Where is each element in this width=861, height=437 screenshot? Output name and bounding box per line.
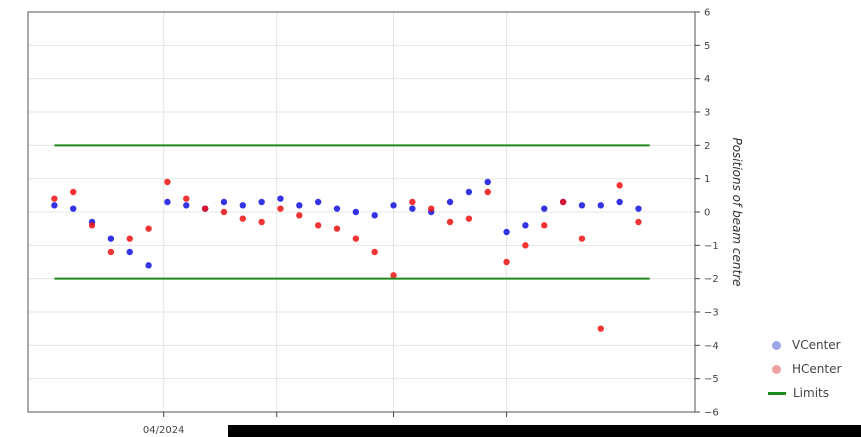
y-axis: −6 −5 −4 −3 −2 −1 0 1 2 3 4 5 6	[695, 8, 719, 419]
vcenter-point	[183, 202, 190, 209]
hcenter-point	[51, 195, 58, 202]
y-tick-label: 0	[704, 208, 710, 219]
grid-lines	[28, 11, 695, 413]
vcenter-point	[541, 205, 548, 212]
hcenter-point	[352, 235, 360, 242]
vcenter-point	[616, 198, 623, 206]
y-tick-label: 3	[704, 108, 710, 119]
hcenter-point	[559, 198, 567, 206]
hcenter-point	[503, 258, 510, 266]
hcenter-point	[314, 222, 322, 229]
y-tick-label: −2	[704, 274, 719, 285]
hcenter-point	[70, 188, 77, 196]
hcenter-point	[446, 218, 454, 226]
vcenter-point	[333, 205, 341, 212]
vcenter-point	[371, 212, 378, 219]
legend-label-limits: Limits	[793, 386, 829, 400]
vcenter-point	[390, 202, 397, 209]
hcenter-point	[541, 222, 548, 229]
hcenter-point	[164, 178, 171, 186]
vcenter-point	[578, 202, 586, 209]
y-tick-label: 2	[704, 141, 710, 152]
vcenter-point	[145, 262, 152, 269]
legend: VCenter HCenter Limits	[768, 333, 841, 405]
y-tick-label: 4	[704, 74, 710, 85]
vcenter-point	[296, 202, 303, 209]
vcenter-point	[220, 198, 228, 206]
hcenter-point	[107, 248, 115, 256]
vcenter-point	[277, 195, 284, 202]
hcenter-point	[220, 208, 228, 216]
y-tick-label: −1	[704, 241, 719, 252]
vcenter-marker-icon	[772, 340, 781, 350]
legend-item-limits[interactable]: Limits	[768, 381, 841, 405]
hcenter-point	[635, 218, 642, 226]
vcenter-point	[314, 198, 322, 206]
hcenter-point	[597, 325, 604, 332]
vcenter-point	[446, 198, 454, 206]
x-tick-label: 04/2024	[143, 425, 185, 436]
overlay-bar	[228, 425, 861, 437]
vcenter-point	[126, 248, 133, 256]
y-tick-label: 6	[704, 8, 710, 19]
hcenter-point	[183, 195, 190, 202]
y-tick-label: −6	[704, 408, 719, 419]
hcenter-point	[88, 222, 96, 229]
vcenter-point	[239, 202, 246, 209]
vcenter-point	[409, 205, 416, 212]
legend-label-vcenter: VCenter	[792, 338, 841, 352]
hcenter-point	[277, 205, 284, 212]
vcenter-point	[635, 205, 642, 212]
vcenter-point	[107, 235, 115, 242]
hcenter-point	[296, 212, 303, 219]
vcenter-point	[503, 228, 510, 236]
hcenter-point	[428, 205, 435, 212]
vcenter-point	[484, 178, 491, 186]
y-tick-label: −3	[704, 308, 719, 319]
y-tick-label: −4	[704, 341, 719, 352]
hcenter-point	[465, 215, 473, 222]
hcenter-point	[578, 235, 586, 242]
hcenter-point	[390, 272, 397, 279]
vcenter-point	[258, 198, 265, 206]
hcenter-point	[145, 225, 152, 232]
legend-item-hcenter[interactable]: HCenter	[768, 357, 841, 381]
y-tick-label: 5	[704, 41, 710, 52]
hcenter-point	[484, 188, 491, 196]
hcenter-marker-icon	[772, 364, 781, 374]
scatter-layer	[51, 178, 642, 332]
limits-line-icon	[768, 391, 786, 395]
hcenter-point	[333, 225, 341, 232]
legend-label-hcenter: HCenter	[792, 362, 842, 376]
vcenter-point	[352, 208, 360, 216]
hcenter-point	[239, 215, 246, 222]
hcenter-point	[126, 235, 133, 242]
hcenter-point	[258, 218, 265, 226]
hcenter-point	[201, 205, 209, 212]
hcenter-point	[616, 182, 623, 189]
y-tick-label: 1	[704, 174, 710, 185]
hcenter-point	[371, 248, 378, 256]
limit-lines	[54, 144, 650, 280]
vcenter-point	[597, 202, 604, 209]
vcenter-point	[70, 205, 77, 212]
legend-item-vcenter[interactable]: VCenter	[768, 333, 841, 357]
y-tick-label: −5	[704, 374, 719, 385]
hcenter-point	[409, 198, 416, 206]
vcenter-point	[522, 222, 529, 229]
vcenter-point	[164, 198, 171, 206]
hcenter-point	[522, 242, 529, 249]
vcenter-point	[465, 188, 473, 196]
y-axis-label: Positions of beam centre	[730, 137, 744, 286]
vcenter-point	[51, 202, 58, 209]
